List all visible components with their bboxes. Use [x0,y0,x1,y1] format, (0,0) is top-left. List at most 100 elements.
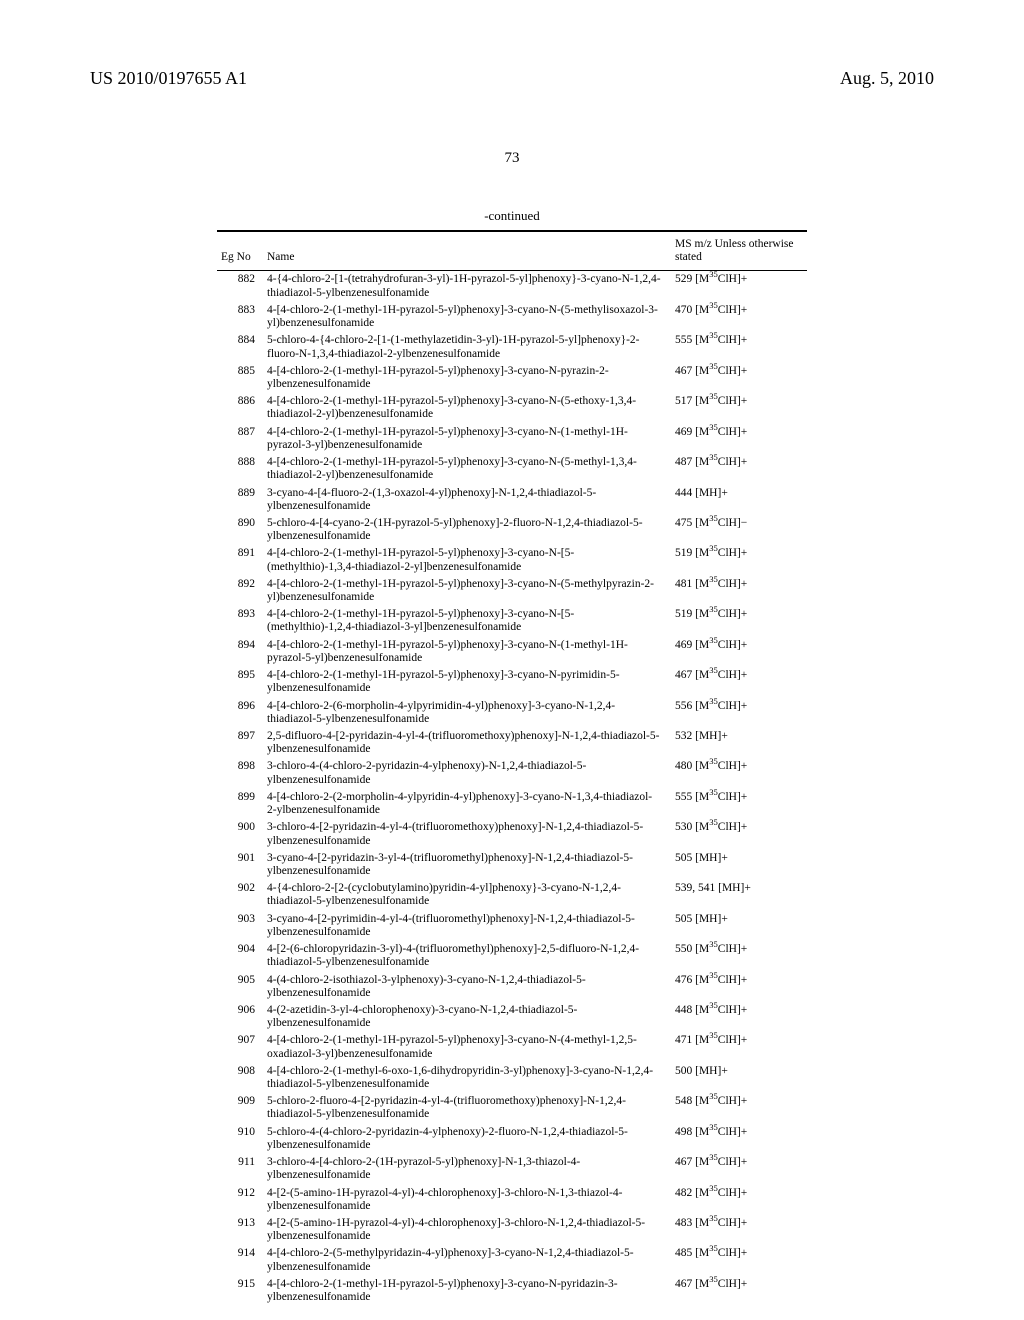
cell-name: 5-chloro-4-{4-chloro-2-[1-(1-methylazeti… [263,332,671,362]
cell-ms: 469 [M35ClH]+ [671,637,807,667]
cell-eg: 907 [217,1032,263,1062]
cell-name: 4-[2-(5-amino-1H-pyrazol-4-yl)-4-chlorop… [263,1185,671,1215]
cell-eg: 894 [217,637,263,667]
cell-ms: 467 [M35ClH]+ [671,363,807,393]
cell-eg: 885 [217,363,263,393]
cell-name: 4-[4-chloro-2-(1-methyl-1H-pyrazol-5-yl)… [263,667,671,697]
cell-eg: 910 [217,1124,263,1154]
cell-eg: 893 [217,606,263,636]
table-row: 8954-[4-chloro-2-(1-methyl-1H-pyrazol-5-… [217,667,807,697]
table-row: 8874-[4-chloro-2-(1-methyl-1H-pyrazol-5-… [217,424,807,454]
table-row: 9003-chloro-4-[2-pyridazin-4-yl-4-(trifl… [217,819,807,849]
cell-eg: 902 [217,880,263,910]
cell-eg: 896 [217,698,263,728]
cell-ms: 471 [M35ClH]+ [671,1032,807,1062]
table-row: 9124-[2-(5-amino-1H-pyrazol-4-yl)-4-chlo… [217,1185,807,1215]
table-row: 8834-[4-chloro-2-(1-methyl-1H-pyrazol-5-… [217,302,807,332]
cell-ms: 529 [M35ClH]+ [671,271,807,301]
cell-ms: 476 [M35ClH]+ [671,972,807,1002]
table-row: 9033-cyano-4-[2-pyrimidin-4-yl-4-(triflu… [217,911,807,941]
table-row: 9024-{4-chloro-2-[2-(cyclobutylamino)pyr… [217,880,807,910]
cell-eg: 891 [217,545,263,575]
cell-name: 3-cyano-4-[4-fluoro-2-(1,3-oxazol-4-yl)p… [263,485,671,515]
table-row: 8854-[4-chloro-2-(1-methyl-1H-pyrazol-5-… [217,363,807,393]
col-ms: MS m/z Unless otherwise stated [671,232,807,271]
cell-name: 4-[4-chloro-2-(1-methyl-1H-pyrazol-5-yl)… [263,424,671,454]
doc-number: US 2010/0197655 A1 [90,68,247,89]
table-row: 9113-chloro-4-[4-chloro-2-(1H-pyrazol-5-… [217,1154,807,1184]
table-row: 8884-[4-chloro-2-(1-methyl-1H-pyrazol-5-… [217,454,807,484]
cell-name: 5-chloro-2-fluoro-4-[2-pyridazin-4-yl-4-… [263,1093,671,1123]
table-row: 9134-[2-(5-amino-1H-pyrazol-4-yl)-4-chlo… [217,1215,807,1245]
cell-eg: 904 [217,941,263,971]
cell-eg: 882 [217,271,263,301]
table-row: 9054-(4-chloro-2-isothiazol-3-ylphenoxy)… [217,972,807,1002]
cell-ms: 467 [M35ClH]+ [671,1154,807,1184]
cell-name: 3-cyano-4-[2-pyrimidin-4-yl-4-(trifluoro… [263,911,671,941]
table-row: 8824-{4-chloro-2-[1-(tetrahydrofuran-3-y… [217,271,807,301]
cell-eg: 890 [217,515,263,545]
cell-name: 4-{4-chloro-2-[1-(tetrahydrofuran-3-yl)-… [263,271,671,301]
cell-eg: 915 [217,1276,263,1306]
cell-eg: 908 [217,1063,263,1093]
table-row: 8924-[4-chloro-2-(1-methyl-1H-pyrazol-5-… [217,576,807,606]
cell-ms: 530 [M35ClH]+ [671,819,807,849]
cell-name: 4-[4-chloro-2-(6-morpholin-4-ylpyrimidin… [263,698,671,728]
table-row: 9154-[4-chloro-2-(1-methyl-1H-pyrazol-5-… [217,1276,807,1306]
cell-ms: 470 [M35ClH]+ [671,302,807,332]
cell-name: 4-[4-chloro-2-(1-methyl-1H-pyrazol-5-yl)… [263,545,671,575]
cell-name: 3-cyano-4-[2-pyridazin-3-yl-4-(trifluoro… [263,850,671,880]
cell-ms: 519 [M35ClH]+ [671,545,807,575]
cell-eg: 889 [217,485,263,515]
table-row: 8983-chloro-4-(4-chloro-2-pyridazin-4-yl… [217,758,807,788]
cell-name: 3-chloro-4-[2-pyridazin-4-yl-4-(trifluor… [263,819,671,849]
cell-eg: 898 [217,758,263,788]
table-row: 9064-(2-azetidin-3-yl-4-chlorophenoxy)-3… [217,1002,807,1032]
table-row: 9074-[4-chloro-2-(1-methyl-1H-pyrazol-5-… [217,1032,807,1062]
cell-eg: 888 [217,454,263,484]
cell-eg: 886 [217,393,263,423]
cell-ms: 505 [MH]+ [671,850,807,880]
cell-ms: 480 [M35ClH]+ [671,758,807,788]
cell-ms: 555 [M35ClH]+ [671,789,807,819]
table-row: 9095-chloro-2-fluoro-4-[2-pyridazin-4-yl… [217,1093,807,1123]
cell-ms: 475 [M35ClH]− [671,515,807,545]
cell-name: 4-[2-(6-chloropyridazin-3-yl)-4-(trifluo… [263,941,671,971]
cell-ms: 519 [M35ClH]+ [671,606,807,636]
table-row: 8994-[4-chloro-2-(2-morpholin-4-ylpyridi… [217,789,807,819]
cell-name: 2,5-difluoro-4-[2-pyridazin-4-yl-4-(trif… [263,728,671,758]
cell-name: 3-chloro-4-[4-chloro-2-(1H-pyrazol-5-yl)… [263,1154,671,1184]
cell-ms: 469 [M35ClH]+ [671,424,807,454]
page-number: 73 [505,150,520,166]
compound-table: Eg No Name MS m/z Unless otherwise state… [217,230,807,1306]
cell-name: 4-[4-chloro-2-(5-methylpyridazin-4-yl)ph… [263,1245,671,1275]
cell-name: 4-(2-azetidin-3-yl-4-chlorophenoxy)-3-cy… [263,1002,671,1032]
cell-name: 4-[4-chloro-2-(1-methyl-1H-pyrazol-5-yl)… [263,1032,671,1062]
table-row: 8944-[4-chloro-2-(1-methyl-1H-pyrazol-5-… [217,637,807,667]
doc-date: Aug. 5, 2010 [840,68,934,89]
cell-ms: 444 [MH]+ [671,485,807,515]
cell-ms: 482 [M35ClH]+ [671,1185,807,1215]
cell-name: 4-[4-chloro-2-(2-morpholin-4-ylpyridin-4… [263,789,671,819]
cell-eg: 906 [217,1002,263,1032]
cell-eg: 914 [217,1245,263,1275]
cell-name: 4-(4-chloro-2-isothiazol-3-ylphenoxy)-3-… [263,972,671,1002]
cell-ms: 556 [M35ClH]+ [671,698,807,728]
cell-name: 4-[4-chloro-2-(1-methyl-1H-pyrazol-5-yl)… [263,393,671,423]
cell-eg: 911 [217,1154,263,1184]
cell-eg: 903 [217,911,263,941]
cell-eg: 887 [217,424,263,454]
table-row: 8845-chloro-4-{4-chloro-2-[1-(1-methylaz… [217,332,807,362]
cell-eg: 901 [217,850,263,880]
cell-ms: 481 [M35ClH]+ [671,576,807,606]
cell-ms: 448 [M35ClH]+ [671,1002,807,1032]
cell-ms: 467 [M35ClH]+ [671,1276,807,1306]
table-row: 9105-chloro-4-(4-chloro-2-pyridazin-4-yl… [217,1124,807,1154]
cell-name: 4-{4-chloro-2-[2-(cyclobutylamino)pyridi… [263,880,671,910]
cell-name: 3-chloro-4-(4-chloro-2-pyridazin-4-ylphe… [263,758,671,788]
cell-ms: 485 [M35ClH]+ [671,1245,807,1275]
cell-ms: 505 [MH]+ [671,911,807,941]
table-row: 8893-cyano-4-[4-fluoro-2-(1,3-oxazol-4-y… [217,485,807,515]
cell-eg: 892 [217,576,263,606]
cell-ms: 548 [M35ClH]+ [671,1093,807,1123]
